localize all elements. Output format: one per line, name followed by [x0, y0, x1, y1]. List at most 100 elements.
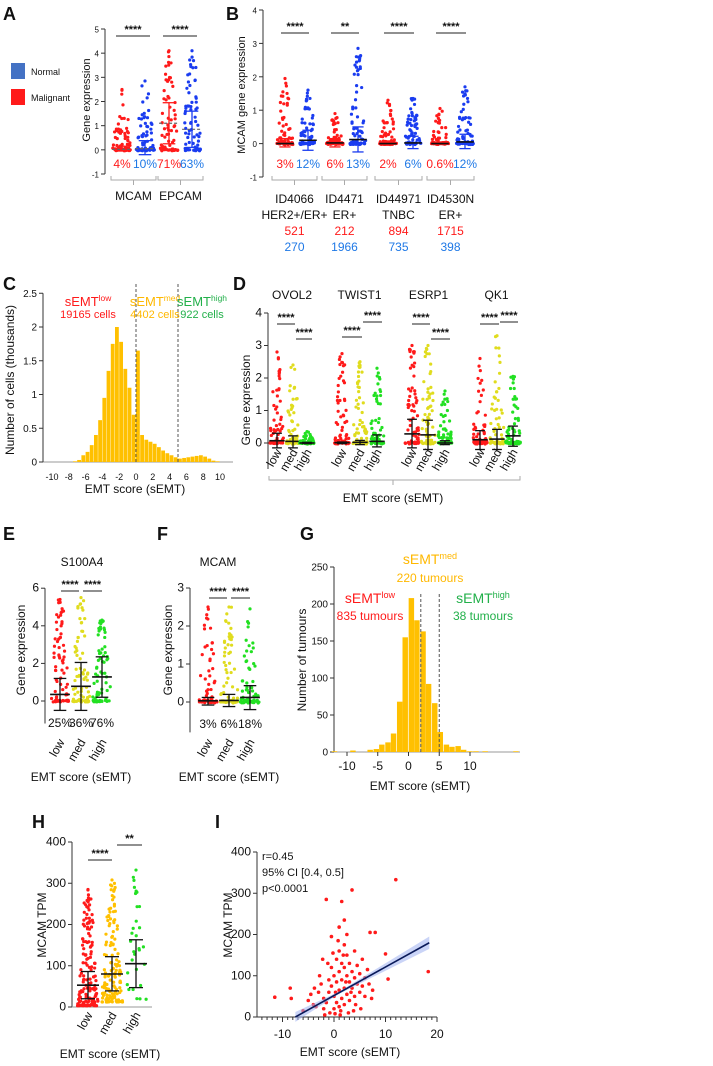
data-point — [173, 147, 178, 152]
data-point — [310, 134, 314, 138]
histogram-bar — [425, 683, 432, 752]
data-point — [126, 135, 130, 139]
y-tick-label: 6 — [32, 581, 39, 595]
data-point — [111, 930, 115, 934]
data-point — [336, 383, 340, 388]
percent-label: 3% — [199, 717, 217, 731]
data-point — [84, 939, 88, 944]
data-point — [338, 362, 342, 367]
data-point — [88, 989, 92, 993]
data-point — [477, 364, 481, 368]
data-point — [356, 370, 361, 374]
data-point — [403, 441, 407, 445]
data-point — [107, 907, 111, 911]
y-tick-label: 300 — [231, 886, 251, 900]
data-point — [123, 146, 128, 150]
data-point — [287, 127, 291, 132]
data-point — [117, 960, 121, 964]
data-point — [113, 962, 117, 966]
data-point — [76, 606, 80, 610]
data-point — [415, 113, 419, 118]
data-point — [482, 432, 486, 436]
data-point — [284, 122, 288, 127]
data-point — [74, 646, 78, 650]
data-point — [104, 681, 108, 685]
histogram-bar — [379, 744, 385, 752]
data-point — [354, 84, 359, 88]
data-point — [288, 389, 292, 393]
data-point — [457, 115, 462, 119]
x-tick-label: 10 — [215, 472, 225, 482]
data-point — [135, 997, 139, 1001]
data-point — [195, 106, 199, 110]
x-axis-label: EMT score (sEMT) — [31, 770, 131, 784]
data-point — [334, 957, 339, 962]
y-tick-label: 3 — [255, 338, 262, 352]
data-point — [337, 925, 341, 929]
significance-stars: ** — [341, 21, 350, 33]
data-point — [73, 692, 77, 696]
y-tick-label: 4 — [253, 7, 258, 16]
data-point — [341, 379, 346, 383]
data-point — [87, 908, 91, 912]
data-point — [291, 404, 295, 408]
data-point — [344, 434, 348, 438]
significance-stars: **** — [209, 586, 227, 598]
data-point — [356, 73, 360, 77]
malignant-count: 521 — [284, 224, 304, 238]
data-point — [412, 350, 416, 354]
data-point — [326, 136, 331, 140]
y-axis-label: Number of tumours — [295, 609, 309, 712]
percent-label: 76% — [90, 716, 114, 730]
data-point — [100, 1000, 104, 1004]
data-point — [232, 667, 237, 671]
data-point — [440, 126, 444, 130]
data-point — [84, 995, 88, 999]
data-point — [311, 122, 315, 127]
annotation-count-med: 220 tumours — [397, 571, 464, 585]
data-point — [71, 697, 76, 701]
data-point — [291, 363, 295, 367]
data-point — [354, 65, 359, 69]
data-point — [425, 397, 429, 401]
data-point — [495, 390, 499, 394]
histogram-bar — [165, 453, 170, 462]
data-point — [444, 126, 448, 130]
data-point — [429, 404, 433, 408]
data-point — [78, 657, 82, 661]
data-point — [499, 433, 504, 437]
data-point — [353, 98, 358, 102]
data-point — [125, 142, 130, 146]
data-point — [281, 124, 285, 128]
data-point — [376, 420, 381, 425]
data-point — [137, 135, 141, 139]
data-point — [378, 428, 383, 432]
data-point — [305, 91, 309, 95]
data-point — [476, 432, 480, 436]
histogram-bar — [207, 458, 212, 462]
data-point — [103, 671, 107, 675]
data-point — [338, 434, 342, 438]
data-point — [380, 129, 384, 134]
data-point — [160, 111, 165, 115]
data-point — [166, 60, 171, 64]
y-tick-label: 0 — [255, 436, 262, 450]
data-point — [130, 931, 134, 935]
data-point — [83, 617, 87, 621]
legend-label-malignant: Malignant — [31, 93, 71, 103]
x-tick-label: 2 — [150, 472, 155, 482]
data-point — [299, 133, 303, 138]
data-point — [410, 386, 414, 390]
data-point — [355, 963, 359, 968]
data-point — [431, 398, 435, 403]
data-point — [358, 65, 362, 69]
data-point — [86, 925, 90, 929]
data-point — [386, 98, 390, 102]
y-tick-label: 4 — [255, 306, 262, 320]
y-axis-label: MCAM gene expression — [236, 36, 248, 153]
data-point — [337, 376, 341, 381]
annotation-semt-high: sEMThigh — [456, 590, 510, 606]
y-tick-label: 0 — [322, 748, 328, 759]
data-point — [169, 129, 174, 133]
data-point — [341, 413, 345, 417]
